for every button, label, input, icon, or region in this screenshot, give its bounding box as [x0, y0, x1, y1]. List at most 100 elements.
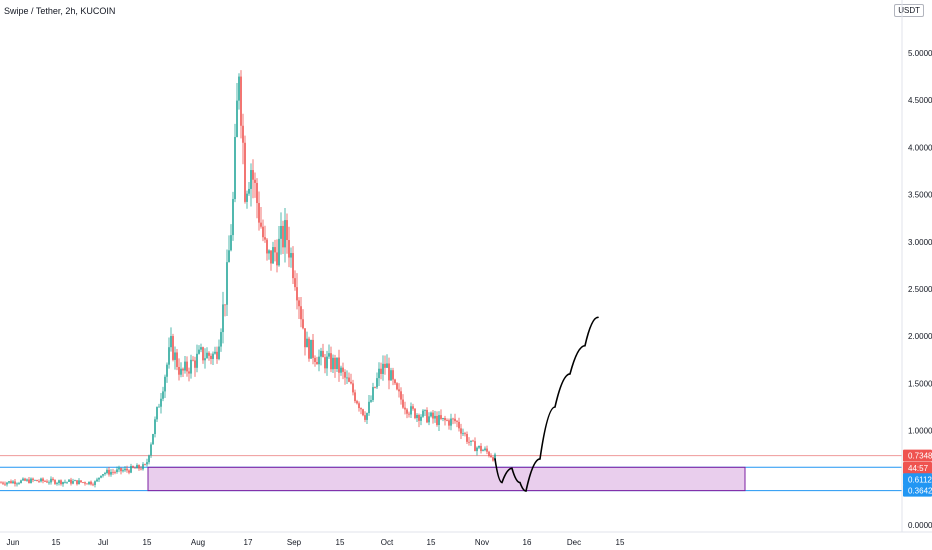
x-tick-label: Jun — [7, 538, 20, 547]
candle-body — [270, 250, 272, 264]
candle-body — [426, 409, 428, 423]
candle-body — [252, 170, 254, 180]
candle-body — [110, 471, 112, 475]
candle-body — [206, 352, 208, 359]
candle-body — [8, 481, 10, 483]
candle-body — [224, 304, 226, 306]
candle-body — [354, 392, 356, 402]
candle-body — [352, 383, 354, 393]
candle-body — [124, 468, 126, 471]
candle-body — [494, 454, 496, 461]
candle-body — [332, 357, 334, 370]
candle-body — [26, 479, 28, 481]
candle-body — [488, 451, 490, 456]
price-tag-label: 0.6112 — [908, 475, 932, 484]
candle-body — [136, 465, 138, 469]
candle-body — [204, 358, 206, 361]
candle-body — [186, 361, 188, 372]
candle-body — [330, 353, 332, 370]
candle-body — [208, 352, 210, 356]
candle-body — [424, 409, 426, 411]
x-tick-label: 16 — [523, 538, 532, 547]
candle-body — [78, 480, 80, 485]
candle-body — [432, 412, 434, 419]
y-tick-label: 2.0000 — [908, 332, 932, 341]
projection-path[interactable] — [494, 316, 599, 492]
candle-body — [256, 182, 258, 204]
time-axis[interactable]: Jun 15 Jul 15 Aug 17 Sep 15 Oct 15 Nov 16 Dec 15 — [7, 538, 625, 547]
candle-body — [378, 368, 380, 379]
x-tick-label: 15 — [143, 538, 152, 547]
projection-drawing[interactable] — [494, 316, 599, 492]
candle-body — [314, 357, 316, 362]
candle-body — [412, 406, 414, 409]
candle-body — [16, 483, 18, 485]
candle-body — [452, 418, 454, 420]
candle-body — [184, 361, 186, 371]
candle-body — [326, 356, 328, 369]
candle-body — [138, 465, 140, 469]
support-zone-layer — [0, 455, 902, 492]
candle-body — [244, 142, 246, 202]
candle-body — [232, 199, 234, 236]
candle-body — [94, 481, 96, 485]
candle-body — [46, 481, 48, 483]
candle-body — [32, 478, 34, 481]
candle-body — [316, 361, 318, 365]
candle-body — [418, 414, 420, 421]
candle-body — [240, 76, 242, 126]
candle-body — [248, 188, 250, 194]
candle-body — [154, 419, 156, 434]
candle-body — [112, 471, 114, 473]
candle-body — [312, 339, 314, 358]
candle-body — [76, 480, 78, 485]
price-tag — [903, 462, 932, 474]
x-tick-label: Aug — [191, 538, 205, 547]
price-tag — [903, 449, 932, 462]
candle-body — [182, 368, 184, 371]
candle-body — [272, 247, 274, 264]
x-tick-label: Oct — [381, 538, 394, 547]
candle-body — [420, 416, 422, 421]
candle-body — [152, 433, 154, 445]
candle-body — [258, 203, 260, 223]
candle-body — [22, 478, 24, 481]
y-tick-label: 1.5000 — [908, 379, 932, 388]
x-tick-label: Jul — [98, 538, 108, 547]
candle-body — [342, 367, 344, 372]
candle-body — [372, 387, 374, 401]
candle-body — [226, 262, 228, 305]
x-tick-label: 17 — [244, 538, 253, 547]
candle-body — [444, 417, 446, 421]
candle-body — [302, 319, 304, 329]
candle-body — [54, 480, 56, 484]
candle-body — [108, 469, 110, 475]
candle-body — [338, 357, 340, 373]
candle-body — [20, 480, 22, 484]
candle-body — [190, 359, 192, 374]
candle-body — [364, 415, 366, 420]
candle-body — [14, 481, 16, 484]
candle-body — [396, 383, 398, 390]
symbol-title: Swipe / Tether, 2h, KUCOIN — [4, 6, 116, 16]
candle-body — [344, 371, 346, 378]
candle-body — [180, 368, 182, 375]
candle-body — [276, 252, 278, 266]
candle-body — [132, 466, 134, 468]
candle-body — [422, 410, 424, 417]
candle-body — [166, 364, 168, 377]
candle-body — [456, 421, 458, 422]
candle-body — [394, 379, 396, 384]
candle-body — [144, 464, 146, 466]
candle-body — [286, 220, 288, 241]
y-tick-label: 2.5000 — [908, 285, 932, 294]
candle-body — [172, 336, 174, 360]
candle-body — [64, 481, 66, 483]
candle-body — [82, 482, 84, 483]
candle-body — [318, 356, 320, 365]
candle-body — [416, 414, 418, 419]
candle-body — [86, 483, 88, 485]
support-zone-rect[interactable] — [147, 466, 746, 492]
candle-body — [72, 481, 74, 484]
